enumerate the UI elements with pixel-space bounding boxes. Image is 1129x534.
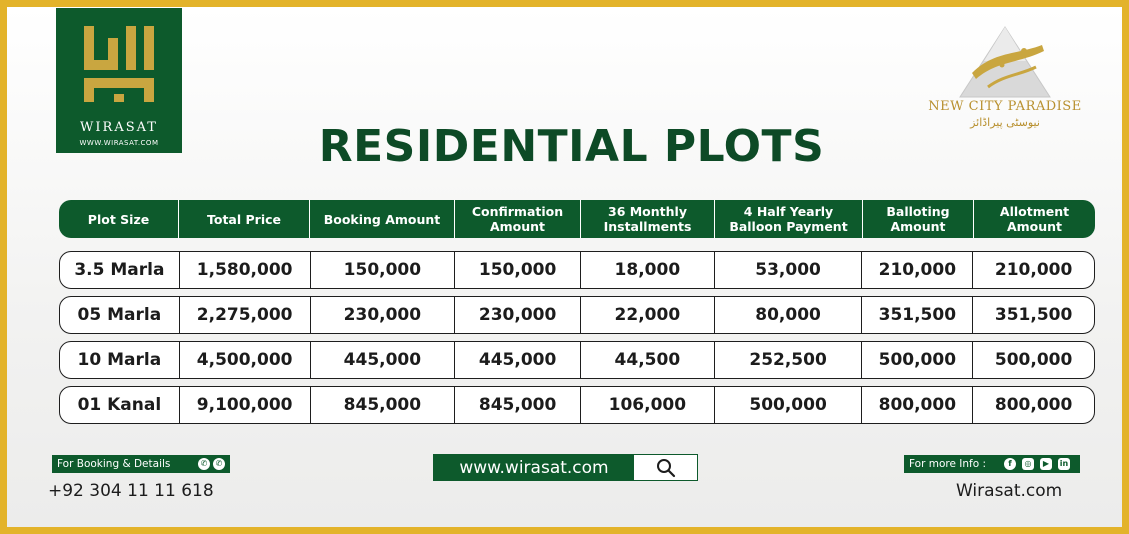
table-cell: 44,500: [581, 342, 715, 378]
table-cell: 150,000: [311, 252, 456, 288]
table-cell: 4,500,000: [180, 342, 311, 378]
facebook-icon[interactable]: f: [1004, 458, 1016, 470]
table-cell: 445,000: [311, 342, 456, 378]
info-badge: For more Info : f ◎ ▶ in: [904, 455, 1080, 473]
table-cell: 106,000: [581, 387, 715, 423]
header-balloon-payment: 4 Half Yearly Balloon Payment: [715, 200, 863, 238]
search-icon: [656, 458, 675, 477]
table-cell: 230,000: [455, 297, 581, 333]
table-cell: 10 Marla: [60, 342, 180, 378]
whatsapp-icon[interactable]: ✆: [213, 458, 225, 470]
header-total-price: Total Price: [179, 200, 310, 238]
header-monthly-installments: 36 Monthly Installments: [581, 200, 715, 238]
table-cell: 2,275,000: [180, 297, 311, 333]
table-cell: 210,000: [862, 252, 974, 288]
wirasat-logo-url: WWW.WIRASAT.COM: [79, 139, 159, 147]
table-cell: 845,000: [311, 387, 456, 423]
ncp-logo-name: NEW CITY PARADISE: [928, 99, 1082, 114]
table-cell: 80,000: [715, 297, 863, 333]
table-row: 05 Marla 2,275,000 230,000 230,000 22,00…: [59, 296, 1095, 334]
wirasat-emblem-icon: [84, 26, 154, 102]
info-label: For more Info :: [909, 458, 987, 470]
table-cell: 500,000: [862, 342, 974, 378]
table-cell: 1,580,000: [180, 252, 311, 288]
linkedin-icon[interactable]: in: [1058, 458, 1070, 470]
table-cell: 9,100,000: [180, 387, 311, 423]
new-city-paradise-logo: NEW CITY PARADISE نیوسٹی پیراڈائز: [924, 21, 1086, 131]
instagram-icon[interactable]: ◎: [1022, 458, 1034, 470]
table-cell: 252,500: [715, 342, 863, 378]
booking-label: For Booking & Details: [57, 458, 171, 470]
table-cell: 500,000: [994, 350, 1073, 370]
table-row: 3.5 Marla 1,580,000 150,000 150,000 18,0…: [59, 251, 1095, 289]
table-header: Plot Size Total Price Booking Amount Con…: [59, 200, 1095, 238]
ncp-emblem-icon: [959, 26, 1051, 98]
whatsapp-icon[interactable]: ✆: [198, 458, 210, 470]
table-cell: 3.5 Marla: [60, 252, 180, 288]
page-title: RESIDENTIAL PLOTS: [318, 121, 825, 172]
table-cell: 210,000: [994, 260, 1073, 280]
wirasat-logo-name: WIRASAT: [80, 120, 158, 135]
table-cell: 01 Kanal: [60, 387, 180, 423]
table-cell: 22,000: [581, 297, 715, 333]
youtube-icon[interactable]: ▶: [1040, 458, 1052, 470]
table-cell: 230,000: [311, 297, 456, 333]
table-cell: 500,000: [715, 387, 863, 423]
table-cell: 800,000: [994, 395, 1073, 415]
table-cell: 445,000: [455, 342, 581, 378]
booking-badge: For Booking & Details ✆ ✆: [52, 455, 230, 473]
table-cell: 351,500: [862, 297, 974, 333]
header-plot-size: Plot Size: [59, 200, 179, 238]
table-cell: 150,000: [455, 252, 581, 288]
search-button[interactable]: [634, 455, 697, 480]
website-search-bar[interactable]: www.wirasat.com: [433, 454, 698, 481]
header-booking-amount: Booking Amount: [310, 200, 455, 238]
table-cell: 05 Marla: [60, 297, 180, 333]
table-cell: 18,000: [581, 252, 715, 288]
table-cell: 53,000: [715, 252, 863, 288]
table-cell: 800,000: [862, 387, 974, 423]
phone-number[interactable]: +92 304 11 11 618: [48, 481, 214, 501]
table-row: 10 Marla 4,500,000 445,000 445,000 44,50…: [59, 341, 1095, 379]
header-confirmation-amount: Confirmation Amount: [455, 200, 581, 238]
ncp-logo-urdu: نیوسٹی پیراڈائز: [970, 116, 1040, 129]
table-row: 01 Kanal 9,100,000 845,000 845,000 106,0…: [59, 386, 1095, 424]
table-cell: 845,000: [455, 387, 581, 423]
wirasat-logo: WIRASAT WWW.WIRASAT.COM: [56, 8, 182, 153]
header-allotment-amount: Allotment Amount: [999, 204, 1070, 234]
website-url[interactable]: www.wirasat.com: [434, 455, 634, 480]
header-balloting-amount: Balloting Amount: [863, 200, 974, 238]
table-cell: 351,500: [994, 305, 1073, 325]
site-name[interactable]: Wirasat.com: [956, 481, 1063, 501]
